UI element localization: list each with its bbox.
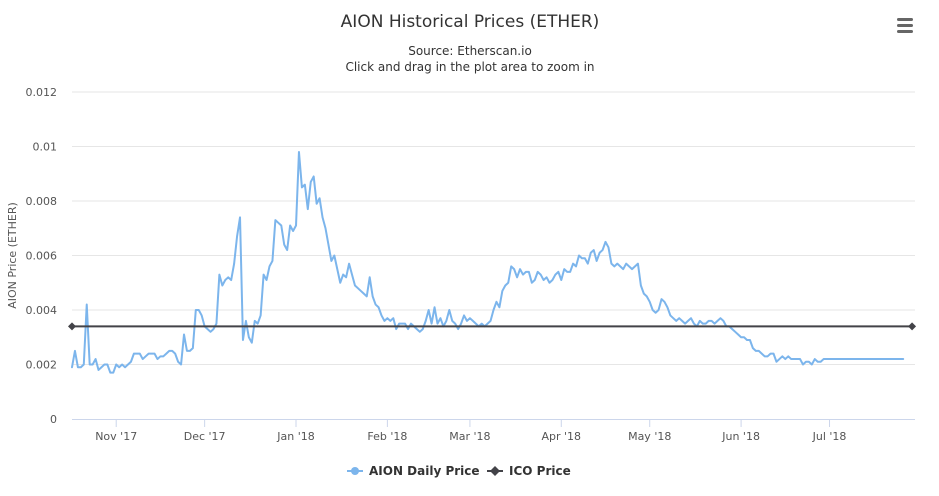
legend-marker-ico bbox=[490, 466, 500, 476]
ico-price-point-marker[interactable] bbox=[908, 322, 917, 331]
x-tick-label: Jan '18 bbox=[276, 430, 314, 443]
y-tick-label: 0.004 bbox=[26, 304, 58, 317]
y-tick-label: 0.012 bbox=[26, 86, 58, 99]
y-tick-label: 0.01 bbox=[33, 141, 58, 154]
series-line-aion-daily-price[interactable] bbox=[71, 150, 905, 374]
y-axis-title: AION Price (ETHER) bbox=[6, 202, 19, 309]
y-gridlines bbox=[72, 91, 915, 365]
legend-label-aion: AION Daily Price bbox=[369, 464, 480, 478]
chart-title-group: AION Historical Prices (ETHER) Source: E… bbox=[341, 12, 600, 74]
chart-legend: AION Daily Price ICO Price bbox=[347, 464, 571, 478]
x-tick-label: Apr '18 bbox=[542, 430, 582, 443]
x-tick-label: Jul '18 bbox=[812, 430, 847, 443]
plot-area[interactable] bbox=[68, 92, 917, 419]
chart-menu-button[interactable] bbox=[892, 14, 918, 36]
menu-icon-bar-bottom bbox=[897, 30, 913, 33]
ico-price-point-marker[interactable] bbox=[68, 322, 76, 331]
y-axis-ticks: 0 0.002 0.004 0.006 0.008 0.01 0.012 bbox=[26, 86, 58, 426]
chart-title: AION Historical Prices (ETHER) bbox=[341, 12, 600, 32]
x-tick-label: Dec '17 bbox=[184, 430, 226, 443]
menu-icon-bar-top bbox=[897, 18, 913, 21]
x-tick-label: Feb '18 bbox=[367, 430, 407, 443]
legend-item-aion-daily-price[interactable]: AION Daily Price bbox=[347, 464, 480, 478]
y-tick-label: 0.002 bbox=[26, 359, 58, 372]
x-tick-label: Jun '18 bbox=[721, 430, 760, 443]
x-tick-label: May '18 bbox=[628, 430, 671, 443]
chart-subtitle-source: Source: Etherscan.io bbox=[408, 44, 532, 58]
y-tick-label: 0.006 bbox=[26, 250, 58, 263]
plot-background[interactable] bbox=[72, 92, 915, 419]
legend-label-ico: ICO Price bbox=[509, 464, 571, 478]
menu-icon-bar-middle bbox=[897, 24, 913, 27]
x-axis: Nov '17 Dec '17 Jan '18 Feb '18 Mar '18 Apr '… bbox=[72, 419, 915, 443]
y-tick-label: 0.008 bbox=[26, 195, 58, 208]
y-tick-label: 0 bbox=[50, 413, 57, 426]
chart-subtitle-zoom-hint: Click and drag in the plot area to zoom … bbox=[345, 60, 594, 74]
x-tick-label: Mar '18 bbox=[449, 430, 490, 443]
hamburger-menu-icon bbox=[897, 18, 913, 33]
x-tick-label: Nov '17 bbox=[95, 430, 137, 443]
legend-marker-aion bbox=[351, 467, 359, 475]
legend-item-ico-price[interactable]: ICO Price bbox=[487, 464, 571, 478]
